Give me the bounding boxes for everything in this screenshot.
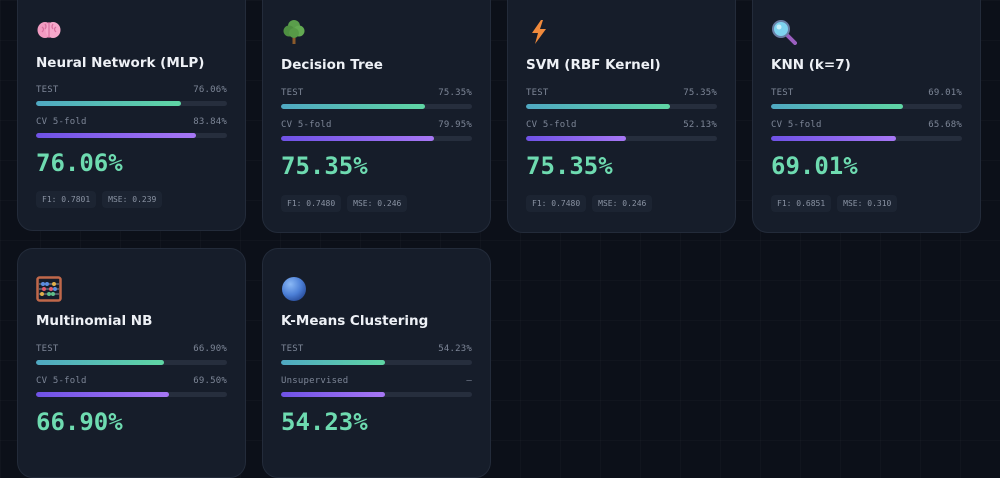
test-value: 76.06%	[193, 85, 227, 95]
mse-chip: MSE: 0.310	[837, 195, 898, 212]
test-progress-bar	[771, 104, 962, 109]
cv-value: 69.50%	[193, 376, 227, 386]
mse-chip: MSE: 0.239	[102, 191, 163, 208]
accuracy-score: 76.06%	[36, 149, 123, 177]
model-card-k-means: K-Means Clustering TEST 54.23% Unsupervi…	[262, 248, 491, 478]
abacus-icon	[36, 276, 62, 302]
model-title: Decision Tree	[281, 57, 383, 73]
test-label: TEST	[771, 88, 794, 98]
f1-chip: F1: 0.7801	[36, 191, 97, 208]
cv-progress-bar	[36, 392, 227, 397]
accuracy-score: 75.35%	[526, 152, 613, 180]
f1-chip: F1: 0.6851	[771, 195, 832, 212]
stat-chips: F1: 0.7801 MSE: 0.239	[36, 191, 163, 208]
model-card-svm: SVM (RBF Kernel) TEST 75.35% CV 5-fold 5…	[507, 0, 736, 233]
model-title: K-Means Clustering	[281, 313, 429, 329]
test-metric-row: TEST 75.35%	[281, 88, 472, 98]
model-title: Neural Network (MLP)	[36, 55, 205, 71]
stat-chips: F1: 0.7480 MSE: 0.246	[526, 195, 653, 212]
cv-metric-row: Unsupervised —	[281, 376, 472, 386]
test-progress-bar	[281, 360, 472, 365]
model-title: SVM (RBF Kernel)	[526, 57, 661, 73]
cv-metric-row: CV 5-fold 83.84%	[36, 117, 227, 127]
test-metric-row: TEST 76.06%	[36, 85, 227, 95]
accuracy-score: 69.01%	[771, 152, 858, 180]
cv-progress-bar	[36, 133, 227, 138]
test-value: 69.01%	[928, 88, 962, 98]
cv-progress-bar	[281, 392, 472, 397]
cv-label: CV 5-fold	[36, 117, 87, 127]
cv-value: 83.84%	[193, 117, 227, 127]
f1-chip: F1: 0.7480	[526, 195, 587, 212]
stat-chips: F1: 0.7480 MSE: 0.246	[281, 195, 408, 212]
test-value: 75.35%	[683, 88, 717, 98]
test-progress-bar	[526, 104, 717, 109]
test-progress-bar	[281, 104, 472, 109]
test-value: 75.35%	[438, 88, 472, 98]
accuracy-score: 66.90%	[36, 408, 123, 436]
test-value: 54.23%	[438, 344, 472, 354]
cv-progress-bar	[281, 136, 472, 141]
cv-metric-row: CV 5-fold 79.95%	[281, 120, 472, 130]
cv-metric-row: CV 5-fold 52.13%	[526, 120, 717, 130]
model-card-neural-network: Neural Network (MLP) TEST 76.06% CV 5-fo…	[17, 0, 246, 231]
test-progress-bar	[36, 360, 227, 365]
cv-value: —	[466, 376, 472, 386]
sphere-icon	[282, 277, 306, 301]
tree-icon	[283, 20, 305, 44]
test-metric-row: TEST 54.23%	[281, 344, 472, 354]
cv-value: 79.95%	[438, 120, 472, 130]
test-metric-row: TEST 69.01%	[771, 88, 962, 98]
test-progress-bar	[36, 101, 227, 106]
accuracy-score: 54.23%	[281, 408, 368, 436]
cv-label: CV 5-fold	[771, 120, 822, 130]
test-label: TEST	[36, 85, 59, 95]
cv-value: 65.68%	[928, 120, 962, 130]
test-metric-row: TEST 75.35%	[526, 88, 717, 98]
lightning-icon	[532, 20, 546, 44]
model-title: Multinomial NB	[36, 313, 153, 329]
model-title: KNN (k=7)	[771, 57, 851, 73]
cv-progress-bar	[771, 136, 962, 141]
test-value: 66.90%	[193, 344, 227, 354]
model-card-multinomial-nb: Multinomial NB TEST 66.90% CV 5-fold 69.…	[17, 248, 246, 478]
brain-icon	[37, 22, 61, 38]
cv-metric-row: CV 5-fold 65.68%	[771, 120, 962, 130]
cv-label: CV 5-fold	[36, 376, 87, 386]
test-label: TEST	[281, 344, 304, 354]
mse-chip: MSE: 0.246	[592, 195, 653, 212]
cv-value: 52.13%	[683, 120, 717, 130]
test-label: TEST	[526, 88, 549, 98]
accuracy-score: 75.35%	[281, 152, 368, 180]
f1-chip: F1: 0.7480	[281, 195, 342, 212]
test-label: TEST	[36, 344, 59, 354]
cv-label: CV 5-fold	[526, 120, 577, 130]
test-metric-row: TEST 66.90%	[36, 344, 227, 354]
cv-progress-bar	[526, 136, 717, 141]
model-card-knn: KNN (k=7) TEST 69.01% CV 5-fold 65.68% 6…	[752, 0, 981, 233]
cv-label: CV 5-fold	[281, 120, 332, 130]
cv-label: Unsupervised	[281, 376, 349, 386]
stat-chips: F1: 0.6851 MSE: 0.310	[771, 195, 898, 212]
model-card-decision-tree: Decision Tree TEST 75.35% CV 5-fold 79.9…	[262, 0, 491, 233]
mse-chip: MSE: 0.246	[347, 195, 408, 212]
test-label: TEST	[281, 88, 304, 98]
magnifier-icon	[772, 20, 797, 45]
cv-metric-row: CV 5-fold 69.50%	[36, 376, 227, 386]
